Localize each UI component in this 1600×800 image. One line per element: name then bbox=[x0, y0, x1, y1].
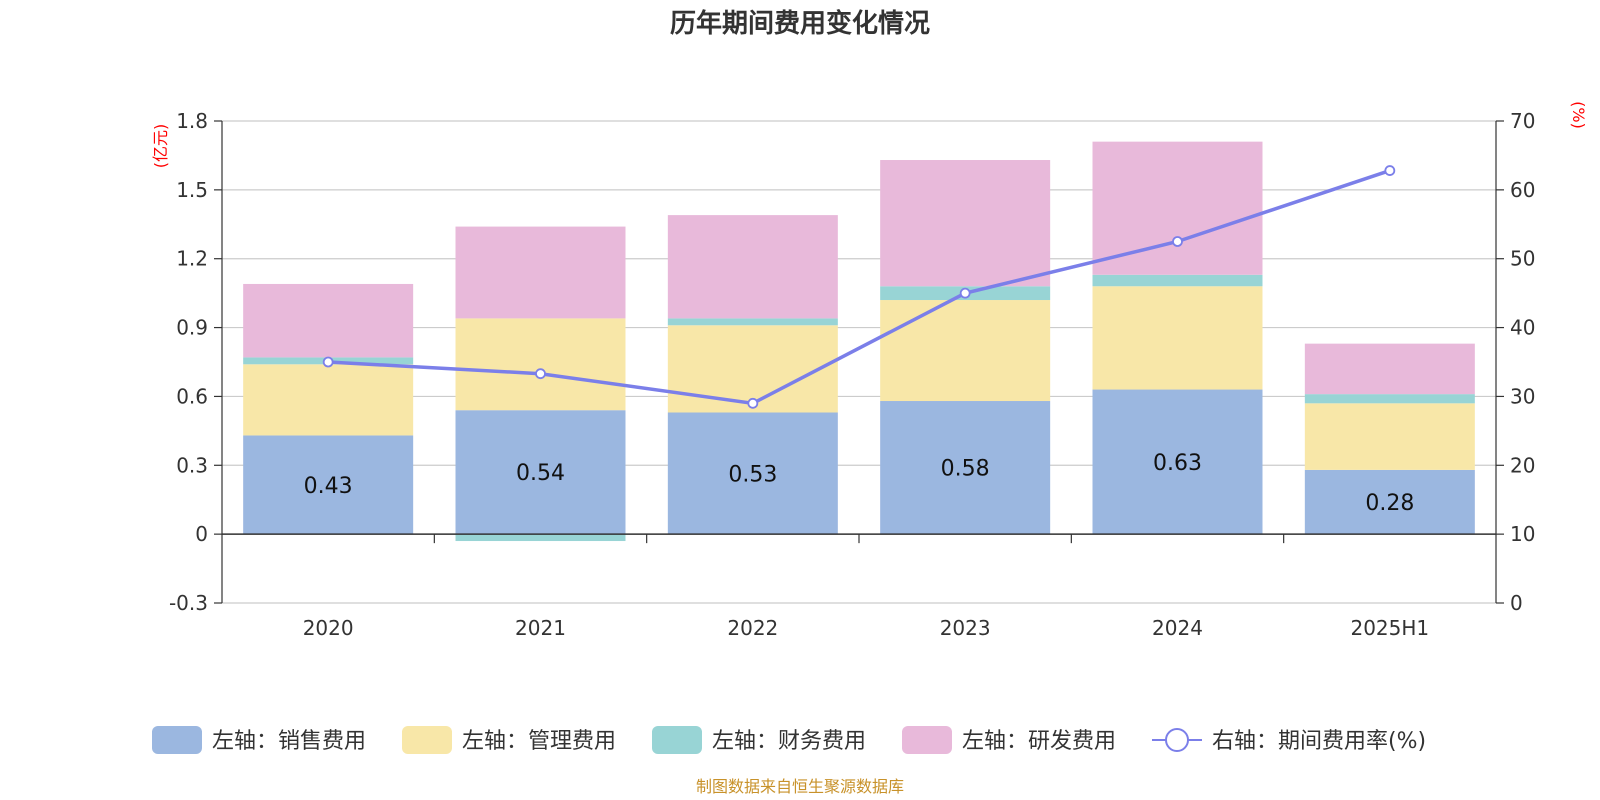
bar-value-label: 0.43 bbox=[304, 474, 353, 499]
right-tick-label: 0 bbox=[1510, 591, 1523, 615]
bar-segment bbox=[243, 364, 414, 436]
legend-item[interactable]: 左轴：销售费用 bbox=[152, 726, 366, 754]
left-tick-label: 0.6 bbox=[176, 384, 208, 408]
left-tick-label: 0 bbox=[195, 522, 208, 546]
bar-segment bbox=[667, 215, 838, 319]
rate-line-path bbox=[328, 168, 1391, 406]
legend-label: 左轴：财务费用 bbox=[712, 729, 866, 754]
right-tick-label: 60 bbox=[1510, 178, 1535, 202]
bar-segment bbox=[667, 318, 838, 326]
bar-segment bbox=[1092, 274, 1263, 287]
right-tick-label: 40 bbox=[1510, 316, 1535, 340]
legend-label: 右轴：期间费用率(%) bbox=[1212, 729, 1426, 754]
left-tick-label: 1.5 bbox=[176, 178, 208, 202]
legend-label: 左轴：研发费用 bbox=[962, 729, 1116, 754]
bar-segment bbox=[455, 318, 626, 411]
left-tick-label: -0.3 bbox=[169, 591, 208, 615]
legend-label: 左轴：销售费用 bbox=[212, 729, 366, 754]
source-note: 制图数据来自恒生聚源数据库 bbox=[696, 777, 904, 796]
x-tick-label: 2022 bbox=[727, 616, 778, 640]
bar-value-label: 0.54 bbox=[516, 461, 565, 486]
right-tick-label: 30 bbox=[1510, 384, 1535, 408]
legend-item[interactable]: 左轴：研发费用 bbox=[902, 726, 1116, 754]
legend-swatch bbox=[152, 726, 202, 754]
bar-group bbox=[243, 141, 1475, 542]
right-tick-label: 70 bbox=[1510, 109, 1535, 133]
rate-point bbox=[535, 368, 546, 380]
bar-segment bbox=[1304, 469, 1475, 535]
right-tick-label: 10 bbox=[1510, 522, 1535, 546]
bar-segment bbox=[1304, 403, 1475, 470]
right-tick-label: 20 bbox=[1510, 453, 1535, 477]
left-tick-label: 1.2 bbox=[176, 247, 208, 271]
legend-marker bbox=[1165, 728, 1189, 752]
x-tick-label: 2024 bbox=[1152, 616, 1203, 640]
rate-point bbox=[322, 356, 334, 368]
bar-value-label: 0.53 bbox=[728, 462, 777, 487]
left-tick-label: 1.8 bbox=[176, 109, 208, 133]
bar-segment bbox=[243, 435, 414, 535]
left-axis-unit: (亿元) bbox=[151, 124, 170, 169]
x-tick-label: 2023 bbox=[940, 616, 991, 640]
bar-labels: 0.43 0.54 0.53 0.58 0.63 0.28 bbox=[304, 451, 1415, 516]
left-tick-label: 0.3 bbox=[176, 453, 208, 477]
bar-segment bbox=[1304, 394, 1475, 404]
legend-item[interactable]: 左轴：管理费用 bbox=[402, 726, 616, 754]
rate-point bbox=[747, 397, 759, 409]
chart-title: 历年期间费用变化情况 bbox=[670, 8, 930, 39]
bar-segment bbox=[880, 300, 1051, 402]
bar-value-label: 0.28 bbox=[1365, 491, 1414, 516]
rate-point bbox=[1172, 236, 1183, 247]
bar-segment bbox=[455, 226, 626, 319]
bar-segment bbox=[1304, 343, 1475, 395]
bar-segment bbox=[667, 412, 838, 535]
left-tick-label: 0.9 bbox=[176, 316, 208, 340]
x-tick-label: 2025H1 bbox=[1350, 616, 1429, 640]
bar-segment bbox=[455, 410, 626, 535]
bar-segment bbox=[880, 401, 1051, 535]
x-tick-label: 2020 bbox=[303, 616, 354, 640]
rate-line bbox=[322, 165, 1396, 409]
axes: 1.8 1.5 1.2 0.9 0.6 0.3 0 -0.3 70 60 50 40 30 20 10 0 20… bbox=[169, 109, 1535, 640]
bar-segment bbox=[455, 534, 626, 542]
legend-item[interactable]: 右轴：期间费用率(%) bbox=[1152, 728, 1426, 754]
legend-swatch bbox=[402, 726, 452, 754]
legend-swatch bbox=[652, 726, 702, 754]
right-tick-label: 50 bbox=[1510, 247, 1535, 271]
bar-value-label: 0.63 bbox=[1153, 451, 1202, 476]
bar-value-label: 0.58 bbox=[941, 457, 990, 482]
bar-segment bbox=[243, 283, 414, 358]
rate-point bbox=[959, 287, 971, 299]
x-tick-label: 2021 bbox=[515, 616, 566, 640]
legend-swatch bbox=[902, 726, 952, 754]
right-axis-unit: (%) bbox=[1569, 101, 1588, 129]
rate-point bbox=[1384, 165, 1396, 176]
legend-item[interactable]: 左轴：财务费用 bbox=[652, 726, 866, 754]
bar-segment bbox=[880, 160, 1051, 287]
legend: 左轴：销售费用 左轴：管理费用 左轴：财务费用 左轴：研发费用 右轴：期间费用率(%) bbox=[152, 726, 1426, 754]
bar-segment bbox=[1092, 389, 1263, 535]
bar-segment bbox=[1092, 286, 1263, 390]
bar-segment bbox=[1092, 141, 1263, 275]
legend-label: 左轴：管理费用 bbox=[462, 729, 616, 754]
